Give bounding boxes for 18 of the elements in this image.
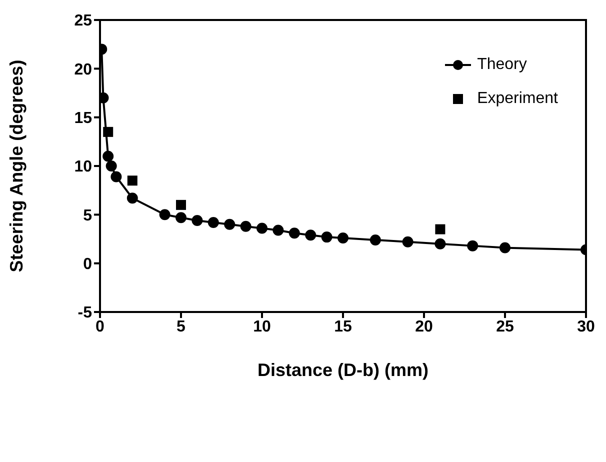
legend-label: Experiment: [477, 90, 558, 108]
y-tick-label: 15: [74, 110, 92, 128]
y-tick-label: 5: [83, 207, 92, 224]
x-tick-label: 10: [253, 318, 271, 336]
y-tick-label: 25: [74, 12, 92, 30]
x-tick-label: 20: [415, 318, 433, 336]
y-axis-title: Steering Angle (degrees): [6, 60, 26, 272]
y-tick-label: 10: [74, 158, 92, 176]
x-tick-label: 25: [496, 318, 514, 336]
x-tick-label: 5: [176, 318, 186, 336]
legend-label: Theory: [477, 56, 527, 74]
y-tick-label: -5: [78, 304, 92, 322]
x-tick-label: 15: [334, 318, 352, 336]
x-tick-label: 0: [96, 318, 105, 336]
x-tick-label: 30: [577, 318, 595, 336]
y-tick-label: 0: [83, 256, 92, 274]
y-tick-label: 20: [74, 61, 92, 78]
x-axis-title: Distance (D-b) (mm): [257, 360, 429, 380]
